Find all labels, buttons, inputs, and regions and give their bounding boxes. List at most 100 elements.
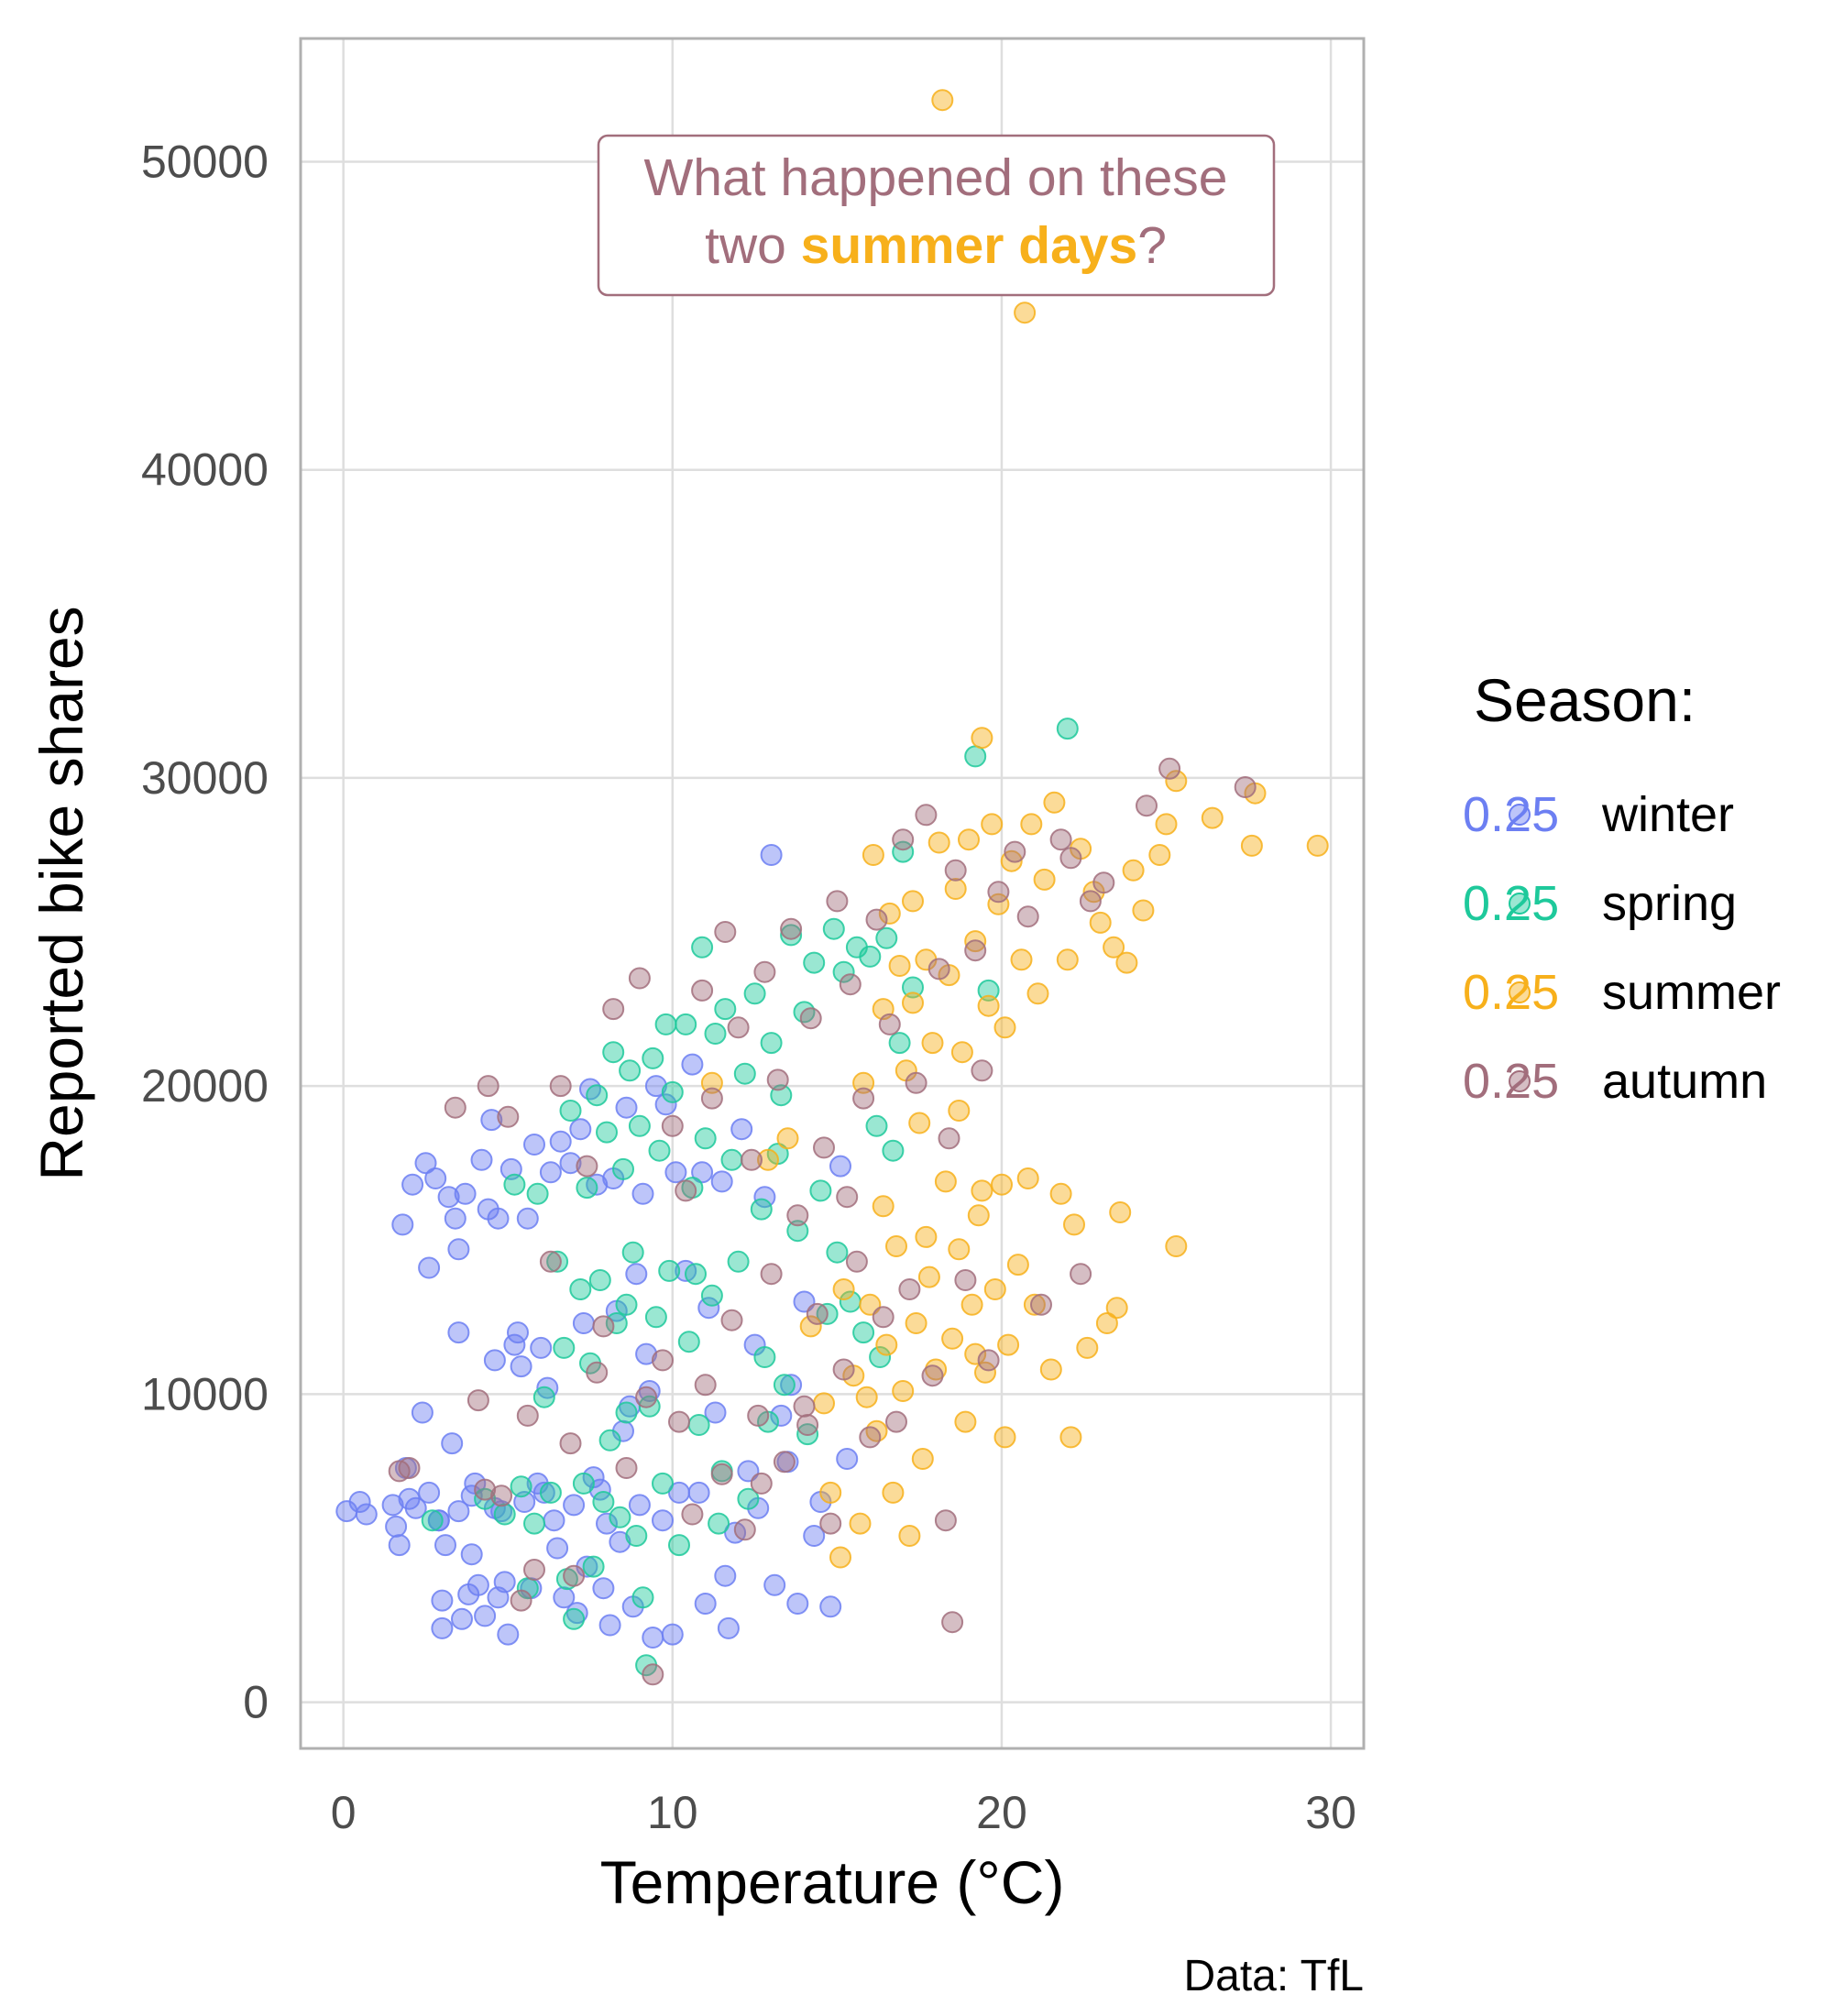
point-spring	[615, 1293, 638, 1316]
point-spring	[675, 1013, 697, 1035]
point-autumn	[1030, 1293, 1052, 1316]
point-summer	[954, 1410, 977, 1433]
point-summer	[1023, 1293, 1046, 1316]
point-summer	[948, 1238, 971, 1261]
point-summer	[829, 1546, 851, 1569]
point-autumn	[1092, 871, 1115, 894]
point-summer	[875, 1333, 898, 1356]
point-winter	[431, 1589, 454, 1612]
point-autumn	[799, 1007, 822, 1030]
point-summer	[905, 1312, 927, 1334]
point-winter	[553, 1586, 576, 1609]
point-winter	[572, 1312, 595, 1334]
point-summer	[1039, 1358, 1062, 1381]
point-autumn	[1079, 890, 1102, 913]
data-points	[335, 89, 1329, 1686]
point-spring	[822, 917, 845, 940]
point-winter	[559, 1152, 582, 1175]
point-spring	[654, 1013, 677, 1035]
point-summer	[960, 1293, 983, 1316]
point-summer	[993, 1016, 1016, 1039]
point-autumn	[905, 1071, 927, 1094]
point-summer	[757, 1148, 779, 1171]
point-summer	[1103, 936, 1125, 959]
point-winter	[454, 1182, 477, 1205]
point-autumn	[786, 1204, 809, 1227]
point-summer	[1076, 1336, 1099, 1359]
point-winter	[730, 1118, 753, 1141]
point-summer	[921, 1032, 944, 1055]
point-summer	[813, 1392, 835, 1415]
point-winter	[401, 1173, 424, 1196]
point-winter	[516, 1207, 539, 1230]
legend-key-winter: 0.25	[1463, 787, 1559, 842]
point-summer	[1095, 1312, 1118, 1334]
point-summer	[971, 727, 993, 750]
point-spring	[493, 1503, 516, 1526]
point-summer	[941, 1327, 964, 1350]
point-autumn	[444, 1096, 466, 1119]
point-autumn	[773, 1451, 796, 1474]
point-winter	[770, 1404, 793, 1427]
point-autumn	[694, 1374, 717, 1397]
point-spring	[631, 1586, 654, 1609]
point-summer	[1148, 844, 1171, 866]
point-spring	[1056, 718, 1079, 740]
point-spring	[760, 1032, 783, 1055]
y-tick-label: 50000	[141, 136, 269, 187]
point-autumn	[510, 1589, 532, 1612]
point-summer	[1165, 1235, 1188, 1257]
point-summer	[885, 1235, 907, 1257]
point-spring	[421, 1509, 444, 1532]
point-winter	[424, 1167, 447, 1189]
point-spring	[869, 1346, 892, 1368]
point-autumn	[635, 1386, 658, 1408]
point-winter	[507, 1321, 529, 1344]
legend-item-winter: 0.25 winter	[1463, 787, 1734, 842]
point-spring	[677, 1331, 700, 1353]
point-summer	[1010, 948, 1033, 971]
point-spring	[628, 1114, 651, 1137]
point-summer	[819, 1481, 842, 1504]
point-autumn	[878, 1013, 901, 1035]
point-winter	[697, 1297, 720, 1320]
point-summer	[993, 1426, 1016, 1449]
point-spring	[793, 1001, 816, 1024]
point-spring	[612, 1157, 634, 1180]
x-tick-label: 0	[331, 1787, 357, 1838]
point-autumn	[1016, 905, 1039, 928]
point-winter	[638, 1380, 661, 1402]
point-autumn	[563, 1564, 586, 1587]
plot-panel-border	[299, 37, 1366, 1750]
point-autumn	[987, 881, 1010, 904]
point-spring	[572, 1472, 595, 1495]
point-winter	[642, 1627, 664, 1649]
point-winter	[437, 1186, 460, 1209]
point-winter	[418, 1256, 441, 1279]
y-tick-label: 10000	[141, 1368, 269, 1419]
point-summer	[958, 828, 980, 851]
point-winter	[466, 1573, 489, 1596]
point-autumn	[602, 998, 625, 1021]
point-autumn	[466, 1389, 489, 1412]
point-autumn	[971, 1059, 993, 1082]
point-summer	[950, 1041, 973, 1064]
point-spring	[704, 1023, 727, 1045]
point-autumn	[523, 1559, 545, 1581]
point-winter	[487, 1586, 510, 1609]
point-winter	[523, 1134, 545, 1156]
point-winter	[694, 1593, 717, 1615]
point-autumn	[710, 1463, 733, 1485]
point-spring	[786, 1220, 809, 1243]
caption: Data: TfL	[1183, 1952, 1364, 2000]
point-spring	[602, 1041, 625, 1064]
point-autumn	[852, 1087, 875, 1110]
point-autumn	[559, 1432, 582, 1455]
point-winter	[388, 1534, 411, 1557]
annotation-box: What happened on these two summer days?	[597, 134, 1276, 297]
point-autumn	[898, 1278, 921, 1300]
point-winter	[447, 1500, 470, 1523]
point-winter	[753, 1186, 776, 1209]
point-autumn	[941, 1611, 964, 1634]
point-winter	[829, 1155, 851, 1178]
